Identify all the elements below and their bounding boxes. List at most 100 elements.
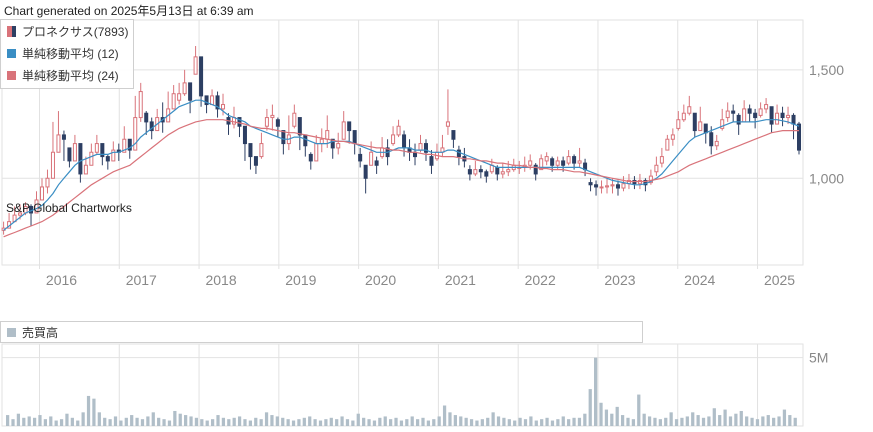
candle-body [577, 160, 582, 164]
volume-bar [513, 420, 517, 426]
volume-bar [281, 417, 285, 426]
candle-body [78, 143, 83, 175]
volume-bar [766, 415, 770, 426]
volume-bar [367, 419, 371, 426]
volume-bar [734, 413, 738, 426]
watermark-text: S&P Global Chartworks [6, 201, 132, 215]
price-tick-label: 1,500 [809, 62, 844, 78]
candle-body [665, 138, 670, 151]
volume-bar [22, 417, 26, 426]
candle-body [605, 185, 610, 188]
candle-body [374, 160, 379, 166]
volume-bar [178, 413, 182, 426]
volume-bar [32, 417, 37, 426]
volume-bar [464, 417, 468, 426]
candle-body [111, 149, 116, 162]
candle-body [248, 143, 253, 158]
candle-body [204, 95, 209, 106]
volume-bar [701, 417, 706, 426]
volume-bar [113, 416, 118, 426]
volume-bar [162, 419, 166, 426]
legend-label-candles: プロネクサス(7893) [22, 24, 129, 39]
candle-body [566, 156, 571, 164]
candle-body [742, 108, 747, 123]
legend-item-volume[interactable]: 売買高 [1, 322, 642, 342]
year-tick-label: 2018 [205, 272, 236, 288]
price-tick-label: 1,000 [809, 170, 844, 186]
candle-body [127, 138, 132, 151]
candle-body [67, 147, 72, 162]
candle-body [199, 56, 204, 97]
candle-body [791, 114, 796, 125]
candle-body [681, 112, 686, 121]
candle-body [467, 169, 472, 175]
volume-bar [54, 420, 58, 426]
volume-bar [647, 416, 652, 426]
volume-bar [372, 420, 377, 426]
volume-bar [59, 419, 64, 426]
candle-body [709, 132, 714, 147]
volume-bar [6, 415, 10, 426]
candle-body [747, 108, 752, 114]
candle-body [18, 212, 23, 216]
legend-label-ma24: 単純移動平均 (24) [22, 68, 119, 83]
volume-bar [297, 419, 301, 426]
volume-bar [496, 416, 501, 426]
candle-body [780, 112, 785, 119]
volume-bar [567, 419, 571, 426]
candle-body [215, 95, 220, 110]
volume-bar [216, 415, 220, 426]
volume-bar [313, 419, 317, 426]
legend-item-candles[interactable]: プロネクサス(7893) [1, 20, 133, 42]
candle-body [500, 171, 505, 175]
candle-body [188, 82, 193, 101]
candle-swatch-icon [7, 25, 16, 37]
candle-body [182, 82, 187, 95]
volume-bar [421, 417, 425, 426]
volume-swatch-icon [7, 327, 16, 337]
year-tick-label: 2019 [285, 272, 316, 288]
volume-bar [194, 417, 199, 426]
candle-body [610, 184, 615, 187]
candle-body [94, 143, 99, 153]
volume-bar [432, 419, 436, 426]
volume-bar [604, 409, 609, 426]
candle-body [264, 117, 269, 127]
volume-bar [43, 419, 47, 426]
candle-body [544, 156, 549, 162]
volume-bar [351, 420, 355, 426]
legend-item-ma12[interactable]: 単純移動平均 (12) [1, 42, 133, 64]
volume-bar [739, 410, 743, 426]
volume-bar [437, 416, 441, 426]
volume-bars [6, 357, 797, 426]
volume-bar [340, 416, 344, 426]
candle-body [736, 114, 741, 125]
volume-bar [356, 413, 360, 426]
candle-body [325, 130, 330, 140]
volume-bar [523, 419, 528, 426]
candle-body [714, 140, 719, 147]
volume-bar [745, 416, 749, 426]
volume-bar [227, 419, 231, 426]
volume-bar [723, 409, 727, 426]
volume-bar [405, 419, 409, 426]
volume-bar [210, 419, 215, 426]
candle-body [423, 143, 428, 153]
volume-bar [480, 419, 484, 426]
year-tick-label: 2016 [46, 272, 77, 288]
candle-body [445, 121, 450, 127]
candle-body [297, 117, 302, 136]
ma12-swatch-icon [7, 48, 16, 58]
price-plot-frame [1, 19, 804, 266]
candle-body [473, 169, 478, 175]
volume-bar [291, 420, 296, 426]
legend-item-ma24[interactable]: 単純移動平均 (24) [1, 64, 133, 86]
year-tick-label: 2020 [365, 272, 396, 288]
volume-bar [81, 412, 85, 426]
candle-body [670, 134, 675, 140]
candle-body [654, 164, 659, 173]
candle-body [133, 117, 138, 151]
volume-bar [275, 416, 279, 426]
candle-body [621, 183, 626, 189]
candle-body [281, 130, 286, 145]
